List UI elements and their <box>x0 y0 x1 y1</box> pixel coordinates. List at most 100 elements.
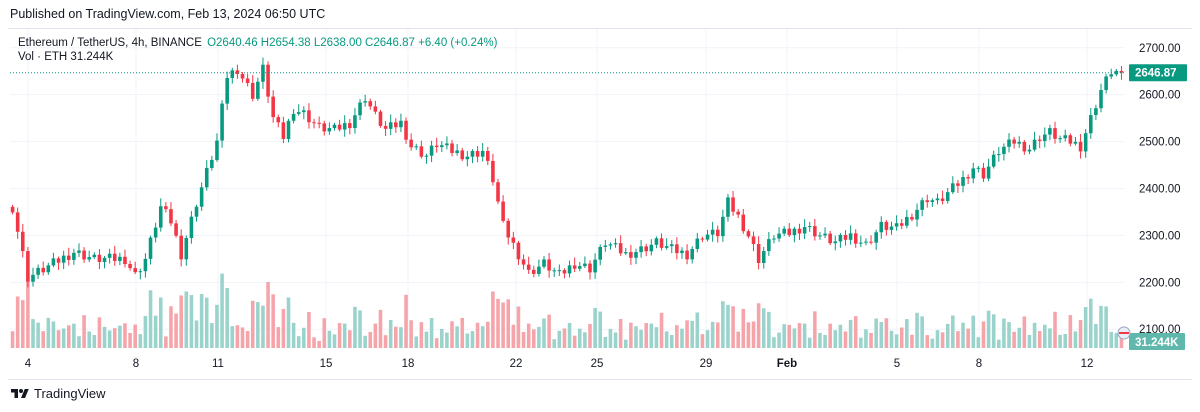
volume-bar <box>966 328 970 348</box>
volume-bar <box>986 310 991 348</box>
volume-bar <box>82 315 86 348</box>
candle-body <box>526 264 531 270</box>
volume-bar <box>583 332 587 348</box>
volume-bar <box>971 315 976 348</box>
candle-body <box>1053 128 1057 139</box>
footer[interactable]: TradingView <box>10 386 106 401</box>
price-axis: 2100.002200.002300.002400.002500.002600.… <box>1139 43 1181 336</box>
low-value: L2638.00 <box>313 37 362 49</box>
candle-body <box>741 214 746 232</box>
volume-bar <box>746 322 751 348</box>
candle-body <box>26 251 30 282</box>
grid <box>10 29 1124 348</box>
volume-bar <box>128 332 132 348</box>
volume-bar <box>465 333 470 348</box>
candle-body <box>337 124 342 130</box>
candle-body <box>547 259 551 271</box>
volume-bar <box>118 325 122 348</box>
candle-body <box>204 167 209 188</box>
candle-body <box>429 145 434 156</box>
volume-bar <box>629 322 633 348</box>
volume-bar <box>751 321 756 348</box>
volume-bar <box>1099 305 1103 348</box>
volume-bar <box>184 291 189 348</box>
candle-body <box>690 248 694 260</box>
volume-bar <box>961 322 965 348</box>
candle-body <box>685 250 689 260</box>
candle-body <box>884 221 889 230</box>
volume-value: 31.244K <box>70 51 114 63</box>
volume-bar <box>761 308 766 348</box>
candle-body <box>327 128 332 132</box>
y-tick-label: 2700.00 <box>1139 43 1181 55</box>
candle-body <box>721 216 725 237</box>
candle-body <box>388 122 393 129</box>
candle-body <box>935 198 940 201</box>
volume-bar <box>164 336 168 348</box>
candle-body <box>358 102 362 116</box>
volume-bar <box>286 297 291 348</box>
candle-body <box>210 159 214 168</box>
candle-body <box>1083 133 1088 152</box>
volume-bar <box>409 320 413 348</box>
candle-body <box>792 228 797 236</box>
volume-bar <box>557 330 562 348</box>
candle-body <box>256 81 260 99</box>
candle-body <box>930 200 935 203</box>
volume-bar <box>782 324 786 348</box>
candle-body <box>787 228 792 236</box>
volume-bar <box>56 330 61 348</box>
volume-bar <box>889 330 894 348</box>
volume-bar <box>879 322 884 348</box>
volume-bar <box>327 330 332 348</box>
candle-body <box>36 267 40 275</box>
candle-body <box>225 77 229 104</box>
x-tick-label: 18 <box>402 358 415 370</box>
candle-body <box>281 122 286 139</box>
volume-bar <box>680 328 684 348</box>
chart-frame <box>8 28 1192 380</box>
candles <box>10 57 1124 288</box>
symbol-title[interactable]: Ethereum / TetherUS, 4h, BINANCE <box>18 37 202 49</box>
volume-bar <box>1017 327 1022 348</box>
candle-body <box>971 168 976 179</box>
candle-body <box>577 266 582 269</box>
candle-body <box>531 269 536 274</box>
candle-body <box>368 101 373 107</box>
volume-bar <box>685 320 689 348</box>
candle-body <box>1078 141 1083 152</box>
volume-bar <box>915 312 919 348</box>
candle-body <box>348 123 352 128</box>
open-value: O2640.46 <box>207 37 258 49</box>
candle-body <box>1002 146 1006 155</box>
volume-bar <box>1068 315 1073 348</box>
volume-bar <box>1058 334 1062 348</box>
candle-body <box>261 64 265 82</box>
volume-bar <box>756 303 761 348</box>
candle-body <box>77 250 81 253</box>
candle-body <box>823 233 827 236</box>
candle-body <box>700 238 705 240</box>
volume-bar <box>26 281 30 348</box>
candle-body <box>179 235 183 260</box>
volume-bar <box>935 330 940 348</box>
candle-body <box>1104 76 1108 90</box>
volume-bar <box>991 314 996 348</box>
volume-bar <box>598 311 603 348</box>
volume-bar <box>1109 331 1114 348</box>
volume-bar <box>726 304 730 348</box>
volume-bar <box>215 304 219 348</box>
volume-bar <box>1032 322 1037 348</box>
candle-body <box>956 183 960 186</box>
volume-bar <box>317 340 321 348</box>
candle-body <box>480 150 485 157</box>
volume-bar <box>823 334 827 348</box>
volume-bar <box>807 337 812 348</box>
volume-bar <box>496 298 500 348</box>
candle-body <box>664 246 669 248</box>
candle-body <box>991 154 996 167</box>
candle-body <box>1022 141 1027 152</box>
candle-body <box>399 120 403 128</box>
volume-bar <box>899 327 904 348</box>
